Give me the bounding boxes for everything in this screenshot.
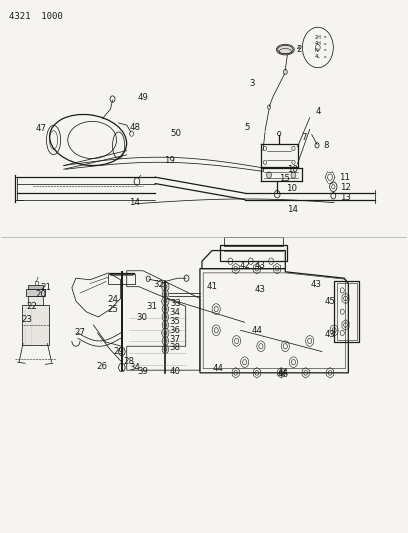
Circle shape (162, 313, 169, 321)
Bar (28, 296, 43, 305)
Text: 37: 37 (169, 335, 180, 344)
Text: 27: 27 (75, 328, 86, 337)
Circle shape (162, 282, 169, 292)
Circle shape (266, 172, 271, 178)
Text: 41: 41 (206, 281, 217, 290)
Text: 42: 42 (239, 261, 250, 270)
Text: 38: 38 (169, 343, 180, 352)
Text: o: o (324, 48, 326, 52)
Text: o: o (324, 35, 326, 39)
Bar (334, 281, 359, 342)
Text: 43: 43 (255, 285, 266, 294)
Text: 2: 2 (297, 45, 302, 54)
Text: 39: 39 (137, 367, 149, 376)
Text: 14: 14 (129, 198, 140, 207)
Bar (26, 289, 45, 296)
Circle shape (162, 337, 169, 345)
Text: 4H: 4H (315, 41, 322, 46)
Text: 47: 47 (36, 124, 47, 133)
Text: 10: 10 (286, 184, 297, 193)
Text: 22: 22 (27, 302, 38, 311)
Bar (28, 285, 43, 289)
Text: 4L: 4L (315, 54, 320, 59)
Text: 10: 10 (287, 165, 298, 174)
Text: o: o (324, 42, 326, 46)
Text: 8: 8 (323, 141, 329, 150)
Text: 29: 29 (113, 347, 124, 356)
Text: 31: 31 (146, 302, 157, 311)
Text: 12: 12 (340, 183, 351, 192)
Circle shape (283, 69, 287, 75)
Text: 46: 46 (278, 370, 289, 379)
Text: 14: 14 (287, 205, 298, 214)
Text: 30: 30 (137, 312, 148, 321)
Bar (220, 245, 287, 261)
Bar (337, 283, 357, 340)
Text: 45: 45 (324, 296, 335, 305)
Text: 15: 15 (279, 174, 290, 183)
Text: 49: 49 (137, 93, 149, 102)
Circle shape (162, 290, 169, 298)
Text: 44: 44 (213, 364, 224, 373)
Text: 4: 4 (315, 107, 321, 116)
Text: N: N (315, 47, 318, 53)
Circle shape (162, 345, 169, 354)
Text: 33: 33 (171, 299, 182, 308)
Text: 43: 43 (324, 330, 335, 339)
Text: 3: 3 (249, 78, 255, 87)
Ellipse shape (277, 45, 293, 54)
Text: 36: 36 (169, 326, 180, 335)
Bar (109, 274, 135, 284)
Text: 21: 21 (40, 282, 51, 292)
Text: 25: 25 (107, 304, 118, 313)
Text: 13: 13 (340, 193, 351, 202)
Text: 5: 5 (244, 123, 249, 132)
Text: 34: 34 (169, 308, 180, 317)
Text: 19: 19 (164, 156, 175, 165)
Text: 44: 44 (251, 326, 262, 335)
Text: 50: 50 (170, 129, 181, 138)
Text: 43: 43 (310, 280, 322, 289)
Circle shape (162, 305, 169, 313)
Text: 4321  1000: 4321 1000 (9, 12, 62, 21)
Text: 34: 34 (129, 363, 140, 372)
Bar (22, 305, 49, 345)
Text: 20: 20 (35, 290, 47, 299)
Bar (224, 237, 283, 246)
Text: 23: 23 (22, 315, 33, 324)
Text: 44: 44 (278, 368, 289, 377)
Text: 2H: 2H (315, 35, 322, 40)
Text: 43: 43 (255, 261, 266, 270)
Text: 11: 11 (339, 173, 350, 182)
Circle shape (162, 321, 169, 329)
Circle shape (162, 296, 169, 306)
Text: 28: 28 (123, 357, 134, 366)
Text: o: o (324, 54, 326, 59)
Text: 7: 7 (301, 133, 306, 142)
Text: 48: 48 (129, 123, 140, 132)
Text: 40: 40 (169, 367, 180, 376)
Text: 26: 26 (96, 362, 107, 371)
Text: 24: 24 (107, 295, 118, 304)
Circle shape (162, 328, 169, 338)
Circle shape (291, 172, 296, 178)
Text: 35: 35 (169, 317, 180, 326)
Text: 32: 32 (154, 279, 165, 288)
